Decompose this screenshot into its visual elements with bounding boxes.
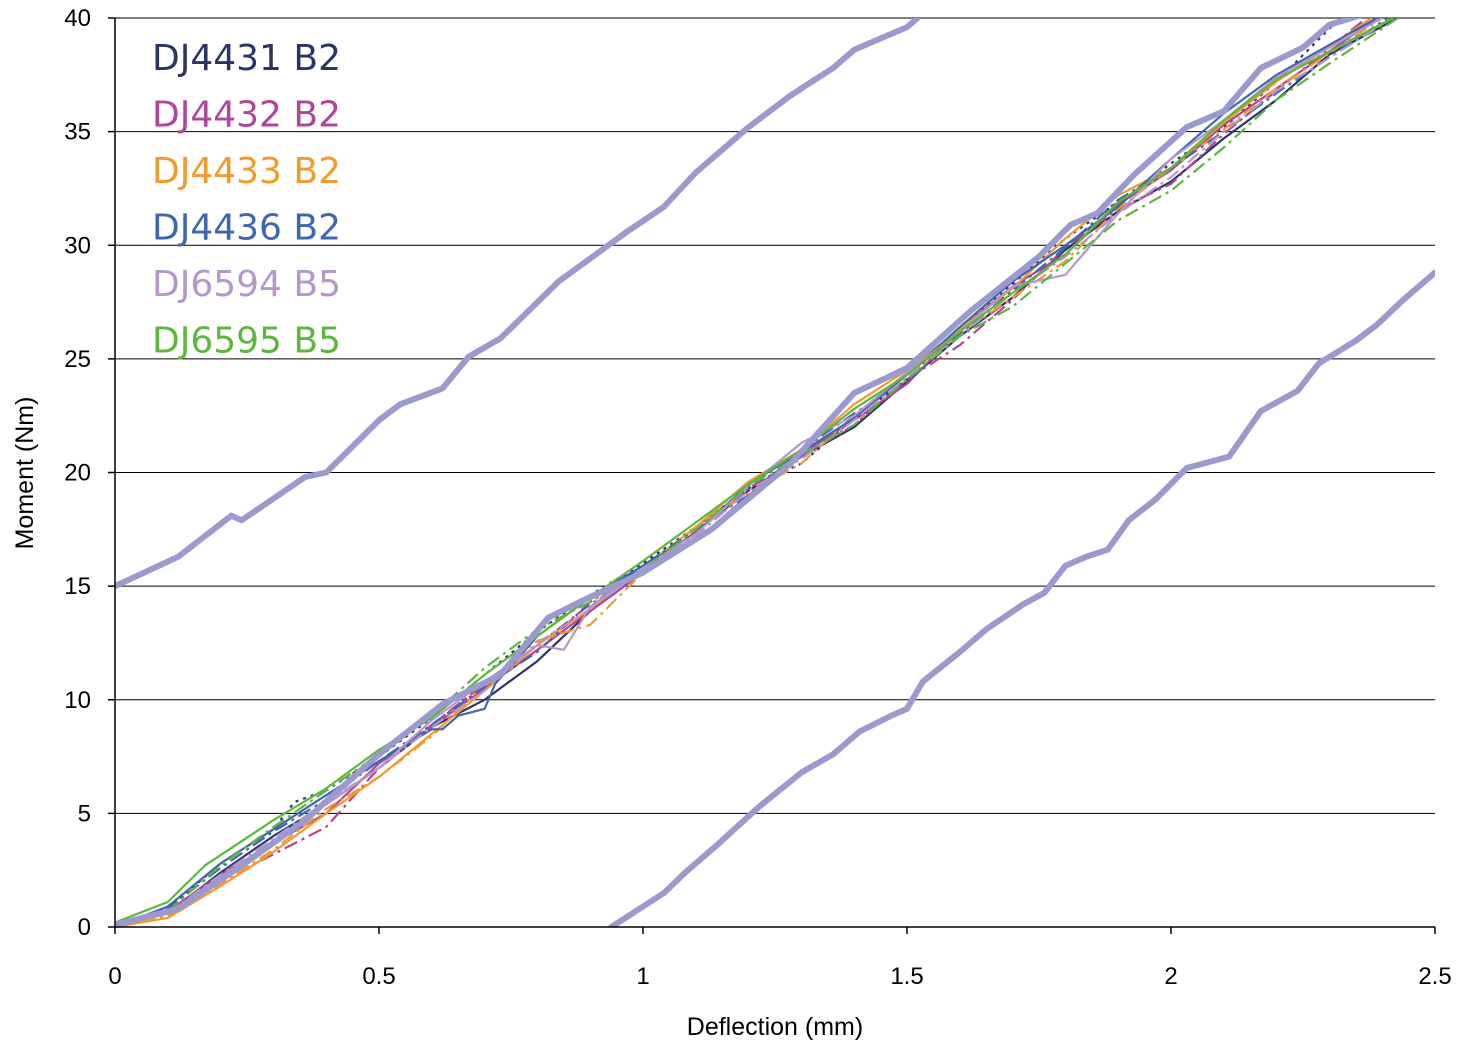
x-axis-title: Deflection (mm) — [687, 1013, 863, 1041]
legend: DJ4431 B2 DJ4432 B2 DJ4433 B2 DJ4436 B2 DJ65… — [152, 38, 341, 362]
legend-entry-dj4431-b2: DJ4431 B2 — [152, 38, 341, 79]
series-line-envelope-14 — [608, 269, 1435, 927]
legend-entry-dj4432-b2: DJ4432 B2 — [152, 95, 341, 136]
legend-entry-dj6595-b5: DJ6595 B5 — [152, 321, 341, 362]
legend-entry-dj4436-b2: DJ4436 B2 — [152, 208, 341, 249]
series-line-dj6595-b5-10 — [115, 18, 1394, 924]
legend-entry-dj6594-b5: DJ6594 B5 — [152, 264, 341, 305]
axes: 0 5 10 15 20 25 30 35 40 0 0.5 1 1.5 2 2.5 — [64, 5, 1451, 990]
x-tick-label: 0.5 — [362, 963, 395, 990]
x-tick-label: 2.5 — [1418, 963, 1451, 990]
y-tick-label: 30 — [64, 232, 91, 259]
y-tick-label: 5 — [78, 800, 91, 827]
y-tick-label: 0 — [78, 914, 91, 941]
series-line-envelope-12 — [115, 18, 921, 590]
y-axis-title: Moment (Nm) — [11, 397, 39, 550]
x-tick-label: 0 — [108, 963, 121, 990]
y-tick-label: 40 — [64, 5, 91, 32]
x-tick-label: 1.5 — [890, 963, 923, 990]
x-tick-label: 2 — [1164, 963, 1177, 990]
x-tick-label: 1 — [636, 963, 649, 990]
y-tick-label: 20 — [64, 460, 91, 487]
y-tick-label: 25 — [64, 346, 91, 373]
y-tick-label: 35 — [64, 119, 91, 146]
series-layer — [115, 18, 1435, 927]
series-line-envelope-13 — [115, 18, 1362, 927]
y-tick-label: 15 — [64, 573, 91, 600]
y-tick-label: 10 — [64, 687, 91, 714]
legend-entry-dj4433-b2: DJ4433 B2 — [152, 151, 341, 192]
series-line-dj6595-b5-11 — [115, 18, 1399, 927]
